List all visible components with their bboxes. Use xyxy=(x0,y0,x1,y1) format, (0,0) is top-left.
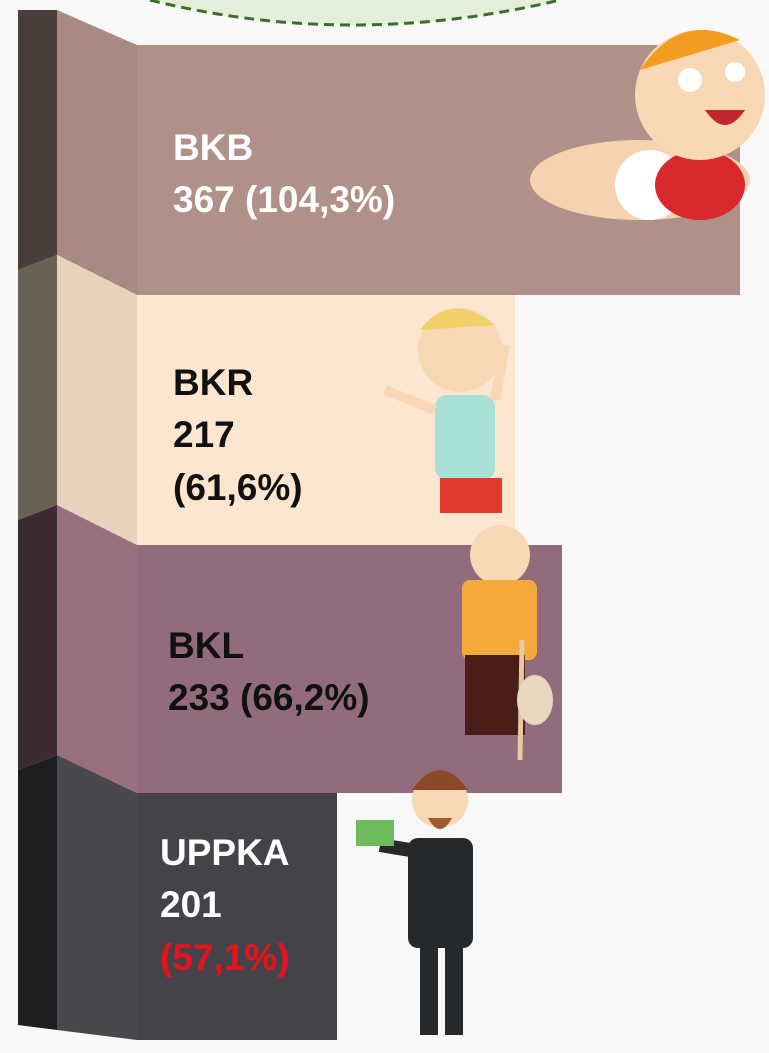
top-circle xyxy=(149,0,561,27)
item-name: UPPKA xyxy=(160,832,290,873)
column-face xyxy=(57,10,137,295)
item-name: BKB xyxy=(173,127,253,168)
child-illustration xyxy=(383,308,510,513)
item-value: 233 (66,2%) xyxy=(168,677,370,718)
item-name: BKL xyxy=(168,625,244,666)
column-side xyxy=(18,755,57,1030)
elderly-illustration xyxy=(462,525,553,761)
bar-uppka xyxy=(137,793,337,1040)
column-side xyxy=(18,10,57,270)
businessman-illustration xyxy=(356,770,473,1035)
column-face xyxy=(57,755,137,1040)
item-name: BKR xyxy=(173,362,253,403)
column-side xyxy=(18,505,57,770)
item-value: 367 (104,3%) xyxy=(173,179,395,220)
item-percent: (57,1%) xyxy=(160,937,290,978)
item-value: 217 xyxy=(173,414,235,455)
item-percent: (61,6%) xyxy=(173,467,303,508)
column-side xyxy=(18,255,57,520)
column-face xyxy=(57,255,137,545)
column-face xyxy=(57,505,137,793)
baby-illustration xyxy=(530,30,765,220)
item-value: 201 xyxy=(160,884,222,925)
